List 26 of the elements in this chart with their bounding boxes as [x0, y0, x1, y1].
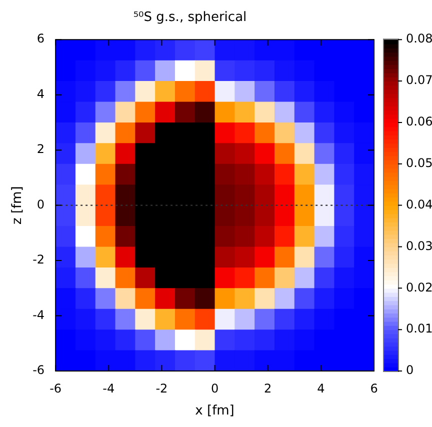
color-bar-label: 0.08: [406, 32, 432, 46]
color-bar-label: 0.04: [406, 197, 432, 212]
color-bar-label: 0.01: [406, 322, 432, 336]
color-bar-label: 0.06: [406, 114, 432, 129]
color-bar-label: 0.05: [406, 156, 432, 170]
x-tick-label: -4: [102, 381, 115, 396]
y-tick-label: 0: [36, 197, 45, 212]
y-tick-label: 2: [36, 142, 45, 156]
color-bar-label: 0: [406, 363, 414, 378]
x-tick-label: 2: [264, 381, 272, 396]
x-tick-label: 4: [317, 381, 325, 396]
color-bar-label: 0.03: [406, 238, 432, 253]
y-tick-label: 6: [36, 32, 45, 46]
x-axis-title: x [fm]: [195, 404, 234, 419]
y-tick-label: 4: [36, 86, 45, 101]
x-tick-label: -6: [50, 381, 62, 396]
x-tick-label: 6: [370, 381, 378, 396]
y-tick-label: -4: [32, 308, 45, 322]
y-axis-title: z [fm]: [10, 186, 26, 224]
color-bar-label: 0.02: [406, 280, 432, 294]
y-tick-label: -2: [32, 252, 45, 267]
color-bar-label: 0.07: [406, 73, 432, 88]
x-tick-label: 0: [210, 381, 219, 396]
chart-title: ⁵⁰S g.s., spherical: [133, 10, 247, 26]
x-tick-label: -2: [156, 381, 168, 396]
y-tick-label: -6: [32, 363, 45, 378]
